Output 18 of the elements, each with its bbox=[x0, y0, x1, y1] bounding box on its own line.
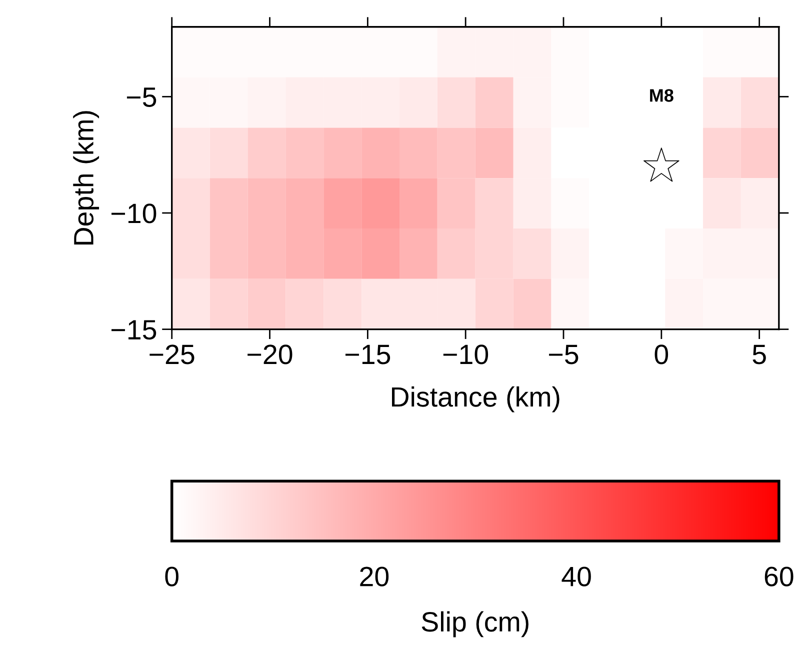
x-tick-label: −15 bbox=[345, 344, 390, 364]
y-tick-label: −15 bbox=[112, 320, 156, 340]
x-tick-label: 5 bbox=[752, 344, 766, 364]
x-tick-label: −25 bbox=[150, 344, 194, 364]
x-tick-label: −20 bbox=[248, 344, 292, 364]
color-bar-label: 0 bbox=[165, 566, 178, 586]
y-tick-label: −5 bbox=[126, 88, 156, 108]
x-tick-label: −5 bbox=[549, 344, 578, 364]
color-bar-label: 40 bbox=[562, 566, 591, 586]
y-axis-title: Depth (km) bbox=[73, 111, 100, 244]
color-bar-label: 60 bbox=[764, 566, 794, 586]
x-tick-label: −10 bbox=[443, 344, 488, 364]
color-bar-title: Slip (cm) bbox=[422, 611, 528, 638]
annotation: M8 bbox=[650, 89, 674, 102]
y-tick-label: −10 bbox=[112, 204, 156, 224]
color-bar-label: 20 bbox=[360, 566, 389, 586]
x-axis-title: Distance (km) bbox=[392, 386, 560, 412]
x-tick-label: 0 bbox=[654, 344, 668, 364]
